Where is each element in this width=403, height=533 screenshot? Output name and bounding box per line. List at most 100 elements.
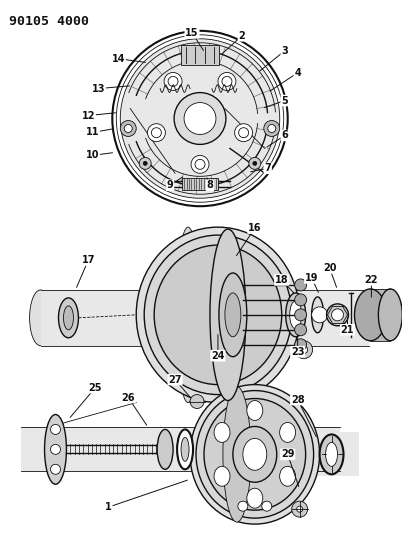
Ellipse shape bbox=[58, 298, 79, 338]
Circle shape bbox=[326, 304, 349, 326]
Text: 22: 22 bbox=[365, 275, 378, 285]
Circle shape bbox=[168, 76, 178, 86]
Ellipse shape bbox=[223, 386, 251, 522]
Circle shape bbox=[190, 394, 204, 408]
Text: 7: 7 bbox=[264, 163, 271, 173]
Text: 5: 5 bbox=[281, 95, 288, 106]
Text: 21: 21 bbox=[341, 325, 354, 335]
Text: 3: 3 bbox=[281, 46, 288, 56]
Ellipse shape bbox=[176, 227, 200, 402]
Text: 14: 14 bbox=[112, 54, 125, 64]
Ellipse shape bbox=[219, 273, 247, 357]
Text: 23: 23 bbox=[291, 346, 304, 357]
Circle shape bbox=[143, 161, 147, 165]
Circle shape bbox=[253, 161, 257, 165]
Text: 24: 24 bbox=[211, 351, 225, 361]
FancyBboxPatch shape bbox=[181, 45, 219, 64]
Ellipse shape bbox=[295, 341, 313, 359]
Text: 13: 13 bbox=[91, 84, 105, 94]
Ellipse shape bbox=[378, 289, 402, 341]
Ellipse shape bbox=[29, 290, 52, 346]
Circle shape bbox=[120, 120, 136, 136]
Ellipse shape bbox=[243, 439, 267, 470]
Ellipse shape bbox=[295, 339, 307, 351]
Circle shape bbox=[50, 445, 60, 454]
Ellipse shape bbox=[247, 488, 263, 508]
Ellipse shape bbox=[225, 293, 241, 337]
Text: 8: 8 bbox=[206, 180, 214, 190]
Circle shape bbox=[50, 464, 60, 474]
Text: 25: 25 bbox=[89, 383, 102, 393]
Circle shape bbox=[195, 159, 205, 169]
Circle shape bbox=[312, 307, 328, 323]
Text: 90105 4000: 90105 4000 bbox=[9, 15, 89, 28]
Polygon shape bbox=[245, 432, 359, 477]
Circle shape bbox=[249, 157, 261, 169]
Text: 2: 2 bbox=[239, 31, 245, 41]
Text: 28: 28 bbox=[291, 394, 305, 405]
FancyBboxPatch shape bbox=[182, 179, 218, 190]
Ellipse shape bbox=[280, 423, 295, 442]
Circle shape bbox=[262, 501, 272, 511]
Ellipse shape bbox=[355, 289, 386, 341]
Ellipse shape bbox=[157, 430, 173, 469]
Ellipse shape bbox=[214, 423, 230, 442]
Ellipse shape bbox=[300, 346, 307, 354]
Text: 17: 17 bbox=[82, 255, 95, 265]
Ellipse shape bbox=[295, 324, 307, 336]
Ellipse shape bbox=[286, 293, 305, 337]
Ellipse shape bbox=[64, 306, 73, 330]
Text: 20: 20 bbox=[323, 263, 337, 273]
Text: 9: 9 bbox=[167, 180, 173, 190]
Circle shape bbox=[152, 128, 161, 138]
Circle shape bbox=[297, 506, 303, 512]
Ellipse shape bbox=[190, 385, 320, 524]
Circle shape bbox=[174, 93, 226, 144]
Ellipse shape bbox=[290, 301, 302, 329]
Text: 12: 12 bbox=[82, 110, 95, 120]
Text: 18: 18 bbox=[275, 275, 289, 285]
Ellipse shape bbox=[196, 391, 314, 518]
Polygon shape bbox=[21, 427, 339, 471]
Circle shape bbox=[239, 128, 249, 138]
Ellipse shape bbox=[214, 466, 230, 486]
Text: 29: 29 bbox=[281, 449, 295, 459]
Text: 10: 10 bbox=[85, 150, 99, 160]
Text: 11: 11 bbox=[85, 127, 99, 138]
Ellipse shape bbox=[210, 229, 246, 400]
Ellipse shape bbox=[144, 235, 292, 394]
Circle shape bbox=[238, 501, 248, 511]
Ellipse shape bbox=[177, 430, 193, 469]
Circle shape bbox=[264, 120, 280, 136]
Circle shape bbox=[292, 501, 307, 517]
Circle shape bbox=[147, 124, 165, 142]
Ellipse shape bbox=[295, 279, 307, 291]
Circle shape bbox=[184, 102, 216, 134]
Circle shape bbox=[120, 39, 280, 198]
Circle shape bbox=[222, 76, 232, 86]
Text: 26: 26 bbox=[121, 392, 135, 402]
Text: 16: 16 bbox=[248, 223, 262, 233]
Ellipse shape bbox=[295, 294, 307, 306]
Text: 1: 1 bbox=[105, 502, 112, 512]
Circle shape bbox=[164, 72, 182, 91]
Ellipse shape bbox=[280, 466, 295, 486]
Ellipse shape bbox=[326, 442, 338, 466]
Ellipse shape bbox=[204, 399, 305, 510]
Text: 27: 27 bbox=[168, 375, 182, 385]
Text: 15: 15 bbox=[185, 28, 199, 38]
Ellipse shape bbox=[154, 245, 282, 385]
Circle shape bbox=[268, 125, 276, 133]
Polygon shape bbox=[370, 289, 391, 341]
Ellipse shape bbox=[247, 400, 263, 421]
Text: 6: 6 bbox=[281, 131, 288, 141]
Ellipse shape bbox=[295, 309, 307, 321]
Circle shape bbox=[139, 157, 151, 169]
Circle shape bbox=[191, 156, 209, 173]
Circle shape bbox=[235, 124, 253, 142]
Circle shape bbox=[332, 309, 343, 321]
Circle shape bbox=[50, 424, 60, 434]
Ellipse shape bbox=[320, 434, 343, 474]
Polygon shape bbox=[41, 290, 370, 346]
Circle shape bbox=[124, 125, 132, 133]
